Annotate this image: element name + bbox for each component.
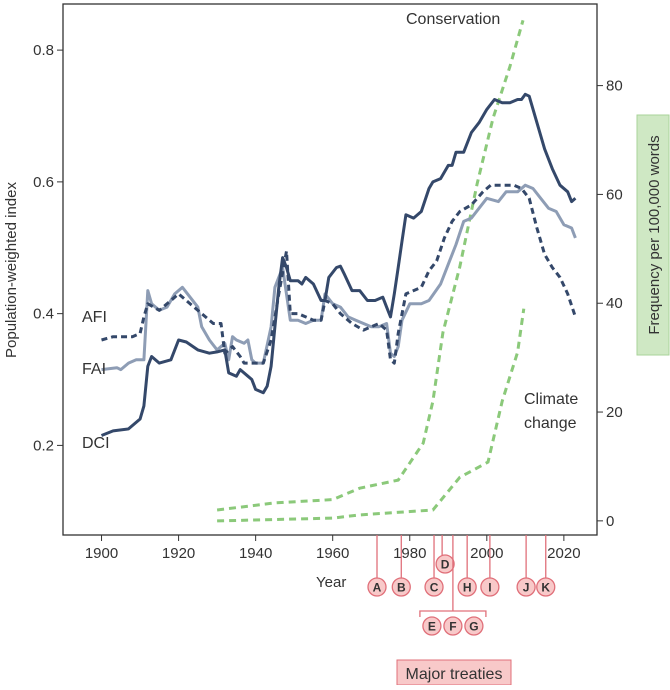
treaty-marker-label: E: [428, 620, 436, 634]
series-line-climate-change: [217, 308, 526, 523]
label-dci: DCI: [82, 435, 110, 452]
treaty-marker-label: A: [373, 581, 382, 595]
label-climate-2: change: [524, 415, 577, 432]
treaty-marker-label: B: [397, 581, 406, 595]
plot-frame: [62, 3, 598, 536]
treaty-marker-I: [480, 577, 500, 597]
y-right-tick-label: 40: [606, 295, 623, 312]
x-tick-label: 2020: [547, 545, 580, 562]
x-axis-label: Year: [316, 574, 346, 591]
y-left-tick-label: 0.6: [33, 174, 54, 191]
treaty-marker-label: D: [441, 558, 450, 572]
y-axis-right-label: Frequency per 100,000 words: [646, 135, 663, 334]
treaty-marker-A: [367, 577, 387, 597]
series-line-dci: [100, 92, 577, 437]
treaty-marker-B: [391, 577, 411, 597]
y-left-tick-label: 0.2: [33, 437, 54, 454]
treaty-marker-label: J: [523, 581, 530, 595]
y-left-tick-label: 0.8: [33, 42, 54, 59]
y-right-tick-label: 20: [606, 404, 623, 421]
y-axis-left-label: Population-weighted index: [3, 182, 20, 358]
x-tick-label: 1900: [85, 545, 118, 562]
treaty-marker-label: C: [430, 581, 439, 595]
treaty-marker-label: I: [488, 581, 491, 595]
treaty-bracket: [419, 610, 487, 617]
y-axis-right-label-bg: [636, 114, 670, 356]
x-tick-label: 1940: [239, 545, 272, 562]
treaty-marker-F: [443, 616, 463, 636]
treaty-marker-D: [435, 554, 455, 574]
treaty-marker-G: [464, 616, 484, 636]
treaty-marker-J: [516, 577, 536, 597]
series-line-conservation: [216, 19, 525, 512]
x-tick-label: 1980: [393, 545, 426, 562]
label-afi: AFI: [82, 309, 107, 326]
treaties-label-bg: [396, 659, 512, 686]
treaty-marker-label: K: [541, 581, 550, 595]
treaty-marker-K: [536, 577, 556, 597]
treaty-marker-C: [424, 577, 444, 597]
treaty-marker-label: F: [449, 620, 456, 634]
treaty-marker-H: [457, 577, 477, 597]
label-fai: FAI: [82, 361, 106, 378]
treaty-marker-label: H: [463, 581, 472, 595]
y-left-tick-label: 0.4: [33, 306, 54, 323]
treaties-label: Major treaties: [406, 666, 503, 683]
treaty-marker-label: G: [469, 620, 478, 634]
series-line-afi: [101, 183, 577, 365]
y-right-tick-label: 0: [606, 513, 614, 530]
y-right-tick-label: 60: [606, 186, 623, 203]
x-tick-label: 1920: [162, 545, 195, 562]
x-tick-label: 1960: [316, 545, 349, 562]
treaty-marker-E: [422, 616, 442, 636]
label-conservation: Conservation: [406, 11, 500, 28]
y-right-tick-label: 80: [606, 78, 623, 95]
x-tick-label: 2000: [470, 545, 503, 562]
series-line-fai: [101, 183, 577, 372]
label-climate-1: Climate: [524, 391, 578, 408]
